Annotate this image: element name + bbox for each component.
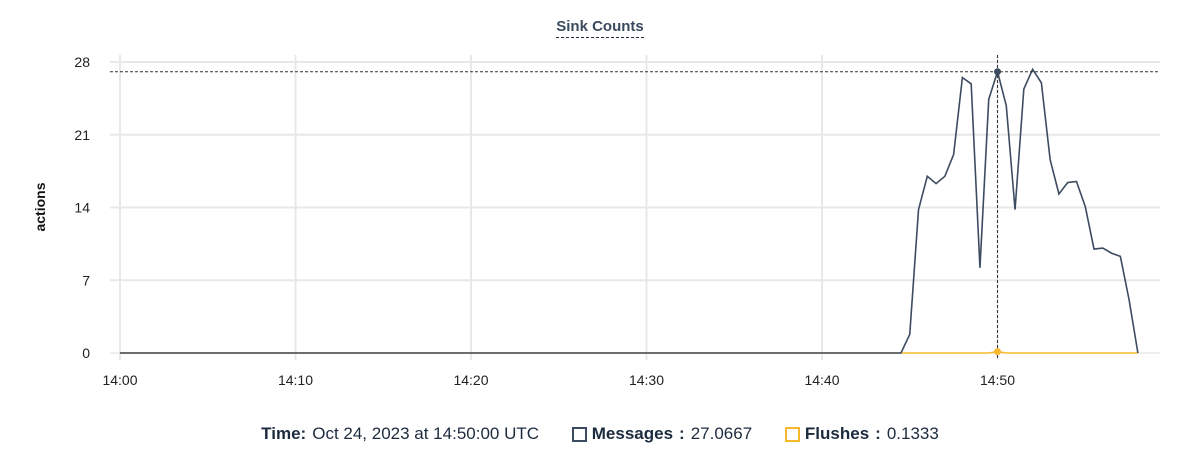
messages-value: 27.0667 (690, 424, 753, 443)
y-tick-label: 0 (82, 345, 90, 361)
x-tick-label: 14:20 (453, 372, 488, 388)
flushes-value: 0.1333 (886, 424, 939, 443)
messages-swatch-icon (571, 427, 587, 442)
y-tick-label: 28 (74, 54, 90, 70)
messages-hover-point (994, 68, 1001, 76)
flushes-hover-point (994, 348, 1001, 356)
chart-title[interactable]: Sink Counts (556, 18, 644, 38)
x-tick-label: 14:40 (804, 372, 839, 388)
flushes-swatch-icon (784, 427, 800, 442)
legend-time: Time: Oct 24, 2023 at 14:50:00 UTC (261, 424, 540, 443)
hover-time: Oct 24, 2023 at 14:50:00 UTC (312, 424, 540, 443)
x-tick-label: 14:30 (629, 372, 664, 388)
legend-flushes[interactable]: Flushes:0.1333 (784, 424, 939, 444)
chart-plot[interactable]: 0 7 14 21 28 14:00 14:10 14:20 14:30 14:40 14:50 ac… (0, 0, 1200, 410)
x-tick-label: 14:10 (278, 372, 313, 388)
y-tick-label: 21 (74, 127, 90, 143)
x-tick-label: 14:00 (102, 372, 137, 388)
hover-legend: Time: Oct 24, 2023 at 14:50:00 UTC Messag… (0, 424, 1200, 444)
y-axis-label: actions (32, 182, 48, 231)
messages-line (120, 67, 1139, 354)
y-tick-label: 7 (82, 272, 90, 288)
x-tick-label: 14:50 (980, 372, 1015, 388)
y-tick-label: 14 (74, 200, 90, 216)
legend-messages[interactable]: Messages:27.0667 (571, 424, 753, 444)
